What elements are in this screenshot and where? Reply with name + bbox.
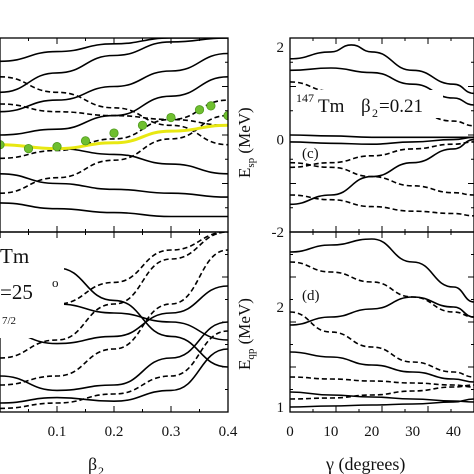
nucleus-label-background	[293, 90, 443, 118]
panel-series-d	[290, 238, 474, 408]
x-tick-label-left-bottom-3: 0.4	[219, 424, 238, 440]
x-tick-label-d-0: 0	[286, 424, 294, 440]
series-line-left-bottom-3	[0, 321, 228, 392]
data-point-left-top-12-0	[0, 140, 5, 150]
beta-value: =0.21	[379, 96, 423, 117]
left-gamma-degree: o	[52, 275, 59, 290]
series-line-left-top-11	[0, 123, 228, 151]
nucleus-mass: 147	[296, 91, 314, 105]
series-line-c-4	[290, 138, 474, 206]
left-x-axis-label-beta: β	[88, 454, 97, 474]
y-tick-label-c-2: 2	[277, 40, 285, 56]
panel-series-c	[290, 44, 474, 217]
right-x-axis-label: γ (degrees)	[325, 454, 405, 474]
left-x-axis-label-sub: 2	[98, 464, 104, 474]
data-point-left-top-12-8	[206, 101, 216, 111]
series-line-left-bottom-4	[0, 348, 228, 404]
beta-label: β	[361, 96, 371, 117]
series-line-c-0	[290, 44, 474, 95]
y-tick-label-c-1: 0	[277, 133, 285, 149]
y-tick-label-c-0: -2	[272, 225, 285, 241]
y-tick-label-d-1: 2	[277, 300, 285, 316]
x-tick-label-d-2: 20	[364, 424, 379, 440]
left-gamma-label: =25	[0, 280, 33, 304]
series-line-left-bottom-8	[0, 330, 228, 410]
beta-sub: 2	[372, 106, 378, 120]
series-line-c-7	[290, 194, 474, 217]
data-point-left-top-12-4	[109, 128, 119, 138]
series-line-d-7	[290, 376, 474, 388]
data-point-left-top-12-6	[166, 112, 176, 123]
data-point-left-top-12-7	[194, 105, 205, 115]
esp-axis-label: Esp (MeV)	[235, 107, 257, 178]
series-line-c-1	[290, 67, 474, 106]
series-line-d-5	[290, 261, 474, 318]
x-tick-label-d-3: 30	[405, 424, 420, 440]
x-tick-label-d-4: 40	[446, 424, 461, 440]
series-line-left-top-8	[0, 103, 228, 127]
series-line-d-2	[290, 351, 474, 383]
data-point-left-top-12-5	[137, 120, 148, 130]
series-line-d-3	[290, 391, 474, 403]
series-line-d-6	[290, 311, 474, 378]
panel-d-label: (d)	[302, 288, 320, 304]
series-line-left-top-9	[0, 99, 228, 160]
series-line-left-top-2	[0, 52, 228, 113]
y-tick-label-d-0: 1	[277, 400, 285, 416]
x-tick-label-left-bottom-2: 0.3	[162, 424, 181, 440]
left-fraction-label: 7/2	[2, 315, 16, 327]
series-line-d-8	[290, 384, 474, 400]
x-tick-label-left-bottom-0: 0.1	[48, 424, 67, 440]
series-line-left-bottom-6	[0, 232, 228, 314]
series-line-c-3	[290, 136, 474, 146]
series-line-d-0	[290, 238, 474, 303]
series-line-left-top-6	[0, 202, 228, 218]
x-tick-label-d-1: 10	[323, 424, 338, 440]
series-line-left-top-7	[0, 76, 228, 146]
series-line-c-6	[290, 141, 474, 169]
series-line-left-top-5	[0, 173, 228, 198]
series-layer	[0, 38, 474, 410]
left-label-background	[0, 238, 64, 338]
panel-c-label: (c)	[302, 146, 319, 162]
x-tick-label-left-bottom-1: 0.2	[105, 424, 124, 440]
series-line-d-4	[290, 398, 474, 408]
series-line-left-top-10	[0, 114, 228, 194]
series-line-left-top-1	[0, 38, 228, 94]
left-nucleus-label: Tm	[0, 244, 29, 268]
series-line-left-bottom-2	[0, 285, 228, 345]
series-line-left-bottom-5	[0, 232, 228, 359]
data-point-left-top-12-3	[80, 136, 91, 146]
series-line-c-5	[290, 161, 474, 196]
series-line-left-bottom-7	[0, 249, 228, 386]
data-point-left-top-12-1	[23, 143, 34, 154]
series-line-c-2	[290, 134, 474, 139]
series-line-d-1	[290, 296, 474, 326]
nucleus-symbol: Tm	[318, 96, 345, 117]
data-point-left-top-12-2	[52, 142, 62, 152]
data-point-left-top-12-9	[223, 111, 228, 121]
panel-series-left-top	[0, 38, 228, 218]
